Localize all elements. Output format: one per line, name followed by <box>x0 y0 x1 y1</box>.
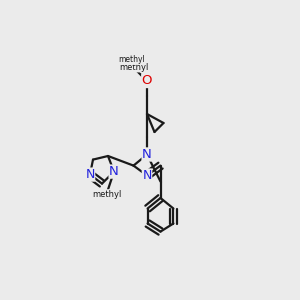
Text: methyl: methyl <box>119 63 148 72</box>
Text: methyl: methyl <box>92 190 121 199</box>
Text: O: O <box>142 74 152 88</box>
Text: N: N <box>142 169 152 182</box>
Text: methyl: methyl <box>118 56 146 64</box>
Text: N: N <box>109 165 119 178</box>
Text: N: N <box>85 168 95 181</box>
Text: N: N <box>142 148 152 161</box>
